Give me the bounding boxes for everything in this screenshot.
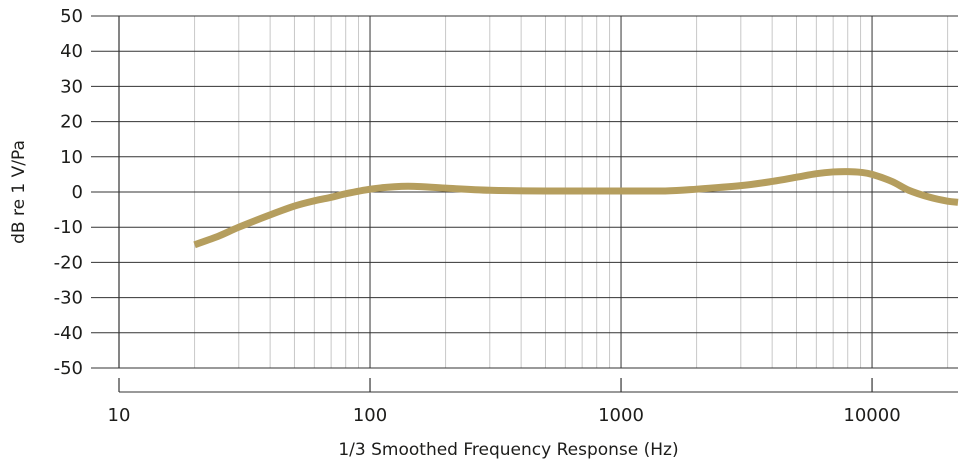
y-tick-label: -50 — [54, 358, 83, 379]
y-tick-label: 30 — [60, 76, 83, 97]
y-tick-label: 40 — [60, 41, 83, 62]
y-tick-label: 50 — [60, 6, 83, 27]
y-tick-label: 10 — [60, 147, 83, 168]
y-tick-label: -40 — [54, 323, 83, 344]
y-tick-label: -10 — [54, 217, 83, 238]
y-tick-label: 20 — [60, 112, 83, 133]
x-tick-label: 1000 — [598, 405, 644, 426]
y-axis-title: dB re 1 V/Pa — [9, 140, 29, 244]
label-layer: 1/3 Smoothed Frequency Response (Hz) dB … — [9, 140, 679, 460]
y-tick-label: 0 — [72, 182, 83, 203]
y-tick-label: -20 — [54, 252, 83, 273]
series-layer — [193, 168, 959, 249]
y-tick-label: -30 — [54, 288, 83, 309]
x-tick-label: 10000 — [843, 405, 900, 426]
frequency-response-curve — [193, 168, 959, 249]
x-axis-title: 1/3 Smoothed Frequency Response (Hz) — [338, 440, 678, 460]
x-tick-label: 100 — [353, 405, 387, 426]
x-tick-label: 10 — [108, 405, 131, 426]
